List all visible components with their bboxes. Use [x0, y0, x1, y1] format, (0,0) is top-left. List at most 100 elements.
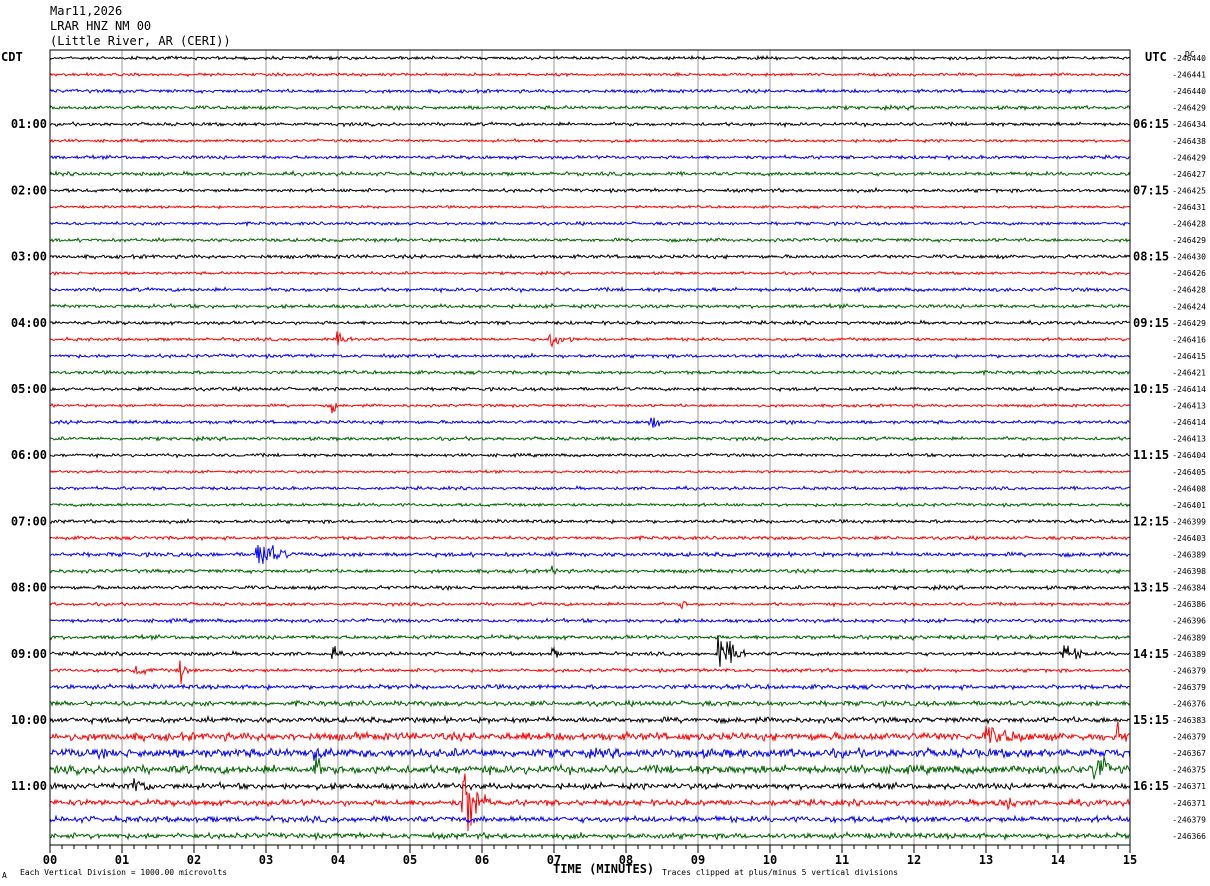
left-time-labels: 01:00 02:00 03:00 04:00 05:00 06:00 07:00 08:00… — [11, 117, 47, 793]
left-time-label: 10:00 — [11, 713, 47, 727]
left-time-label: 02:00 — [11, 183, 47, 197]
x-axis-ticks — [49, 845, 1131, 853]
trace-row-40 — [49, 714, 1131, 726]
dc-offset-label: -246427 — [1172, 170, 1206, 179]
x-tick-label-04: 04 — [331, 853, 345, 867]
trace-row-33 — [49, 600, 1131, 610]
dc-offset-label: -246375 — [1172, 766, 1206, 775]
left-time-label: 08:00 — [11, 581, 47, 595]
trace-row-8 — [49, 186, 1131, 194]
dc-offset-label: -246413 — [1172, 402, 1206, 411]
left-time-label: 04:00 — [11, 316, 47, 330]
x-tick-label-05: 05 — [403, 853, 417, 867]
left-time-label: 03:00 — [11, 250, 47, 264]
trace-row-39 — [49, 698, 1131, 708]
dc-offset-label: -246430 — [1172, 253, 1206, 262]
trace-row-6 — [49, 153, 1131, 161]
right-time-label: 16:15 — [1133, 779, 1169, 793]
trace-row-24 — [49, 452, 1131, 459]
dc-offset-label: -246379 — [1172, 683, 1206, 692]
dc-offset-label: -246425 — [1172, 186, 1206, 195]
dc-offset-label: -246441 — [1172, 71, 1206, 80]
dc-offset-label: -246426 — [1172, 269, 1206, 278]
dc-offset-label: -246379 — [1172, 815, 1206, 824]
right-time-label: 09:15 — [1133, 316, 1169, 330]
left-axis-title: CDT — [1, 50, 23, 64]
dc-offset-label: -246398 — [1172, 567, 1206, 576]
trace-row-14 — [49, 286, 1131, 294]
trace-row-3 — [49, 104, 1131, 112]
x-tick-label-02: 02 — [187, 853, 201, 867]
header-date: Mar11,2026 — [50, 4, 123, 18]
dc-offset-label: -246424 — [1172, 302, 1206, 311]
trace-row-37 — [49, 660, 1131, 684]
right-time-label: 06:15 — [1133, 117, 1169, 131]
dc-offset-label: -246389 — [1172, 650, 1206, 659]
trace-row-0 — [49, 54, 1131, 62]
trace-row-5 — [49, 138, 1131, 144]
x-tick-label-13: 13 — [979, 853, 993, 867]
trace-row-4 — [49, 120, 1131, 129]
left-time-label: 11:00 — [11, 779, 47, 793]
trace-row-10 — [49, 220, 1131, 228]
dc-offset-label: -246405 — [1172, 468, 1206, 477]
dc-offset-label: -246428 — [1172, 220, 1206, 229]
x-tick-label-09: 09 — [691, 853, 705, 867]
trace-row-17 — [49, 331, 1131, 349]
dc-offset-label: -246408 — [1172, 484, 1206, 493]
dc-offset-label: -246404 — [1172, 451, 1206, 460]
trace-row-11 — [49, 236, 1131, 244]
dc-offset-label: -246429 — [1172, 153, 1206, 162]
dc-offset-label: -246414 — [1172, 385, 1206, 394]
trace-row-18 — [49, 352, 1131, 360]
dc-offset-label: -246414 — [1172, 418, 1206, 427]
trace-row-9 — [49, 204, 1131, 210]
trace-row-27 — [49, 501, 1131, 508]
dc-offset-label: -246421 — [1172, 368, 1206, 377]
header-location: (Little River, AR (CERI)) — [50, 34, 231, 48]
trace-row-21 — [49, 402, 1131, 414]
left-time-label: 01:00 — [11, 117, 47, 131]
seismic-traces — [49, 54, 1131, 842]
x-tick-label-15: 15 — [1123, 853, 1137, 867]
trace-row-31 — [49, 565, 1131, 576]
dc-offset-label: -246371 — [1172, 782, 1206, 791]
plot-frame — [49, 49, 1131, 846]
x-tick-label-00: 00 — [43, 853, 57, 867]
left-time-label: 06:00 — [11, 448, 47, 462]
trace-row-35 — [49, 633, 1131, 642]
trace-row-42 — [49, 746, 1131, 761]
trace-row-45 — [49, 773, 1131, 832]
x-tick-label-03: 03 — [259, 853, 273, 867]
trace-row-2 — [49, 88, 1131, 95]
dc-offset-label: -246379 — [1172, 666, 1206, 675]
trace-row-30 — [49, 544, 1131, 564]
trace-row-20 — [49, 385, 1131, 393]
minute-gridlines — [121, 50, 1059, 845]
dc-offset-label: -246367 — [1172, 749, 1206, 758]
plot-border — [49, 49, 1131, 846]
dc-offset-label: -246386 — [1172, 600, 1206, 609]
trace-row-15 — [49, 302, 1131, 310]
dc-offset-label: -246429 — [1172, 236, 1206, 245]
trace-row-26 — [49, 485, 1131, 492]
x-tick-label-06: 06 — [475, 853, 489, 867]
trace-row-25 — [49, 469, 1131, 475]
left-time-label: 07:00 — [11, 514, 47, 528]
right-time-label: 07:15 — [1133, 183, 1169, 197]
dc-offset-label: -246401 — [1172, 501, 1206, 510]
trace-row-19 — [49, 369, 1131, 377]
trace-row-34 — [49, 617, 1131, 625]
left-time-label: 09:00 — [11, 647, 47, 661]
dc-offset-label: -246416 — [1172, 335, 1206, 344]
x-tick-label-14: 14 — [1051, 853, 1065, 867]
x-tick-label-01: 01 — [115, 853, 129, 867]
dc-offset-labels: -246440 -246441 -246440 -246429 -246434 -2464… — [1172, 54, 1206, 841]
dc-offset-label: -246389 — [1172, 633, 1206, 642]
trace-row-23 — [49, 435, 1131, 443]
header-station: LRAR HNZ NM 00 — [50, 19, 152, 33]
dc-offset-label: -246431 — [1172, 203, 1206, 212]
dc-offset-label: -246376 — [1172, 699, 1206, 708]
trace-row-29 — [49, 534, 1131, 542]
